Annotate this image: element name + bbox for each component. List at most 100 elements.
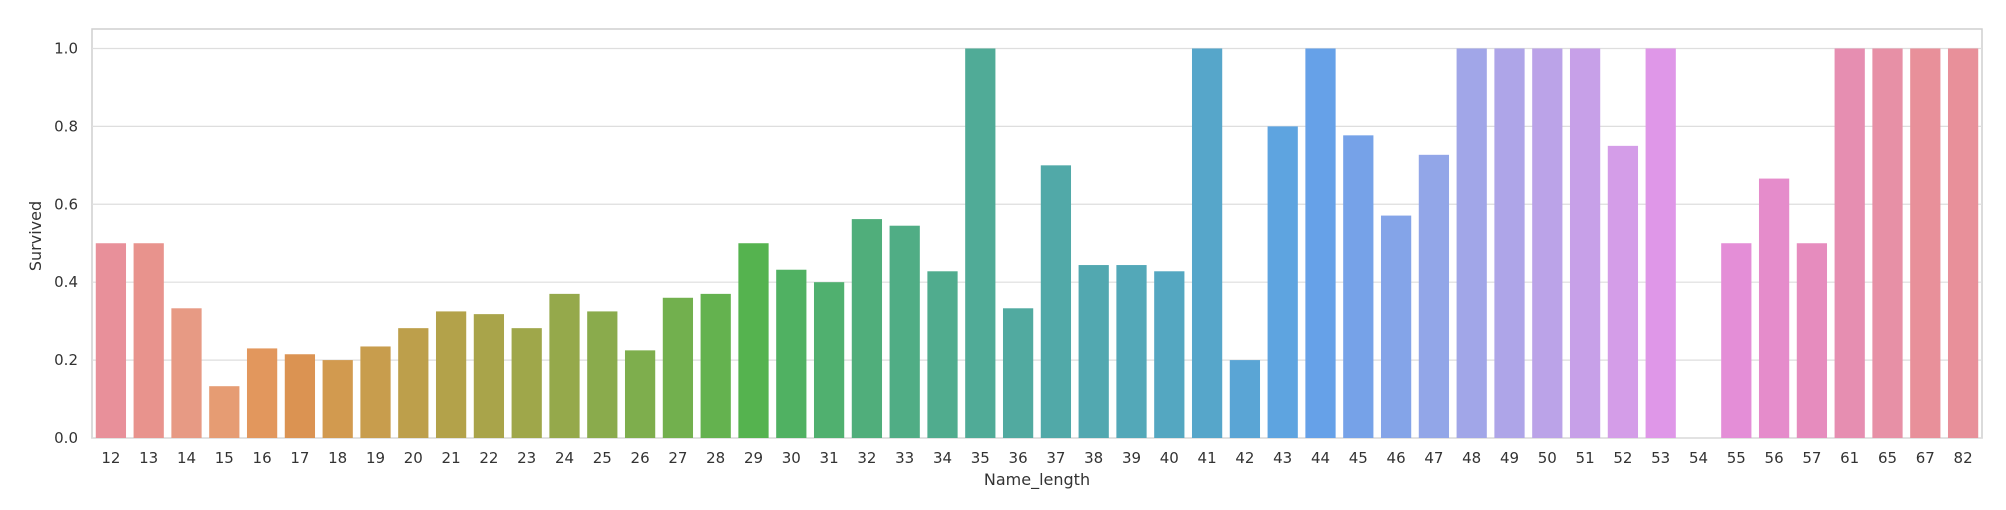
x-tick-label: 14: [177, 449, 196, 467]
x-tick-label: 24: [555, 449, 574, 467]
bar: [95, 243, 127, 438]
x-tick-label: 35: [971, 449, 990, 467]
bar: [738, 243, 769, 438]
x-tick-label: 36: [1009, 449, 1028, 467]
x-tick-label: 16: [253, 449, 272, 467]
bar: [284, 354, 316, 438]
x-tick-label: 61: [1840, 449, 1859, 467]
x-tick-label: 56: [1765, 449, 1784, 467]
bar: [927, 271, 958, 438]
x-tick-labels: 12 13 14 15 16 17 18 19 20 21 22 23 24 25 26 27 28 29 30 31…: [101, 449, 1972, 467]
bar: [1947, 48, 1979, 438]
bar: [1456, 48, 1487, 438]
x-tick-label: 47: [1424, 449, 1443, 467]
x-tick-label: 53: [1651, 449, 1670, 467]
bar: [624, 350, 656, 438]
x-tick-label: 42: [1235, 449, 1254, 467]
bar: [1494, 48, 1525, 438]
x-tick-label: 51: [1576, 449, 1595, 467]
bar: [1154, 271, 1185, 438]
y-tick-label: 0.4: [54, 273, 78, 291]
bar: [1002, 308, 1034, 438]
bar: [1418, 154, 1450, 438]
x-tick-label: 20: [404, 449, 423, 467]
x-tick-label: 54: [1689, 449, 1708, 467]
bar: [1040, 165, 1072, 439]
x-tick-label: 15: [215, 449, 234, 467]
x-tick-label: 65: [1878, 449, 1897, 467]
bar: [246, 348, 278, 438]
bar: [1532, 48, 1563, 438]
bar: [776, 269, 807, 438]
x-tick-label: 26: [631, 449, 650, 467]
bar: [1796, 243, 1828, 438]
y-tick-labels: 0.0 0.2 0.4 0.6 0.8 1.0: [54, 39, 78, 447]
y-tick-label: 0.8: [54, 117, 78, 135]
x-tick-label: 57: [1802, 449, 1821, 467]
bar: [1569, 48, 1601, 438]
x-tick-label: 67: [1916, 449, 1935, 467]
bar: [965, 48, 996, 438]
x-tick-label: 41: [1198, 449, 1217, 467]
bar: [1380, 215, 1412, 438]
x-tick-label: 29: [744, 449, 763, 467]
x-tick-label: 31: [820, 449, 839, 467]
bar: [700, 293, 731, 438]
x-tick-label: 40: [1160, 449, 1179, 467]
bar: [1267, 126, 1298, 438]
bar: [435, 311, 467, 438]
bar: [1078, 265, 1109, 438]
bar: [209, 386, 240, 438]
y-tick-label: 0.2: [54, 351, 78, 369]
x-tick-label: 18: [328, 449, 347, 467]
x-axis-label: Name_length: [984, 470, 1090, 490]
x-tick-label: 52: [1613, 449, 1632, 467]
x-tick-label: 19: [366, 449, 385, 467]
bar: [1116, 265, 1147, 438]
x-tick-label: 50: [1538, 449, 1557, 467]
bar: [398, 328, 429, 438]
bar: [851, 219, 883, 438]
x-tick-label: 28: [706, 449, 725, 467]
bar: [1910, 48, 1941, 438]
bar: [511, 328, 542, 438]
x-tick-label: 30: [782, 449, 801, 467]
y-tick-label: 0.0: [54, 429, 78, 447]
x-tick-label: 17: [290, 449, 309, 467]
bar: [171, 308, 202, 438]
bar: [1229, 360, 1261, 438]
x-tick-label: 27: [668, 449, 687, 467]
y-tick-label: 1.0: [54, 39, 78, 57]
x-tick-label: 34: [933, 449, 952, 467]
bar: [1191, 48, 1223, 438]
bar: [1607, 145, 1639, 438]
bar: [1834, 48, 1865, 438]
bar: [1721, 243, 1752, 438]
bar: [473, 314, 505, 438]
x-tick-label: 22: [479, 449, 498, 467]
x-tick-label: 38: [1084, 449, 1103, 467]
bar: [549, 293, 580, 438]
x-tick-label: 55: [1727, 449, 1746, 467]
bar: [133, 243, 164, 438]
x-tick-label: 23: [517, 449, 536, 467]
bar: [1758, 178, 1790, 438]
x-tick-label: 82: [1954, 449, 1973, 467]
bar: [1305, 48, 1336, 438]
bar: [1645, 48, 1676, 438]
x-tick-label: 21: [442, 449, 461, 467]
x-tick-label: 49: [1500, 449, 1519, 467]
bar: [662, 297, 694, 438]
bars: [95, 48, 1979, 439]
bar: [813, 282, 845, 438]
x-tick-label: 25: [593, 449, 612, 467]
bar: [322, 360, 353, 438]
x-tick-label: 44: [1311, 449, 1330, 467]
bar: [889, 225, 920, 438]
x-tick-label: 13: [139, 449, 158, 467]
bar: [1872, 48, 1903, 438]
x-tick-label: 37: [1046, 449, 1065, 467]
x-tick-label: 32: [857, 449, 876, 467]
bar: [1343, 135, 1374, 438]
